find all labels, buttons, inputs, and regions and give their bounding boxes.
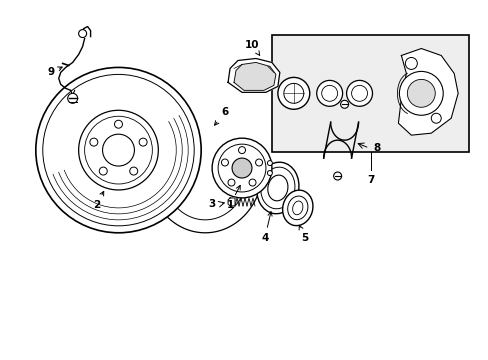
- Circle shape: [351, 85, 367, 101]
- Circle shape: [42, 75, 194, 226]
- Circle shape: [84, 116, 152, 184]
- Circle shape: [255, 159, 262, 166]
- Circle shape: [221, 159, 228, 166]
- Circle shape: [36, 67, 201, 233]
- Circle shape: [139, 138, 147, 146]
- Ellipse shape: [267, 175, 287, 201]
- Circle shape: [238, 147, 245, 154]
- Circle shape: [227, 179, 234, 186]
- Circle shape: [340, 100, 348, 108]
- Circle shape: [346, 80, 372, 106]
- Text: 6: 6: [214, 107, 228, 125]
- Text: 9: 9: [47, 67, 62, 77]
- Text: 7: 7: [366, 175, 373, 185]
- Circle shape: [129, 167, 138, 175]
- Circle shape: [430, 113, 440, 123]
- Circle shape: [267, 171, 272, 176]
- Text: 1: 1: [226, 185, 240, 210]
- Ellipse shape: [260, 167, 294, 209]
- Text: 2: 2: [93, 192, 103, 210]
- Circle shape: [218, 144, 265, 192]
- Polygon shape: [227, 198, 235, 206]
- Circle shape: [67, 93, 78, 103]
- Ellipse shape: [292, 201, 302, 215]
- Circle shape: [79, 30, 86, 37]
- Circle shape: [277, 77, 309, 109]
- Text: 3: 3: [208, 199, 215, 209]
- Circle shape: [114, 120, 122, 128]
- Ellipse shape: [256, 162, 298, 214]
- Text: 5: 5: [299, 225, 308, 243]
- Text: 10: 10: [244, 40, 259, 55]
- Circle shape: [405, 58, 416, 69]
- Polygon shape: [398, 49, 457, 135]
- Circle shape: [316, 80, 342, 106]
- Circle shape: [407, 80, 434, 107]
- Circle shape: [99, 167, 107, 175]
- Ellipse shape: [282, 190, 312, 226]
- Circle shape: [102, 134, 134, 166]
- Polygon shape: [234, 62, 275, 90]
- Circle shape: [399, 71, 442, 115]
- Bar: [271, 35, 468, 152]
- Circle shape: [321, 85, 337, 101]
- Text: 8: 8: [373, 143, 380, 153]
- Circle shape: [267, 161, 272, 166]
- Circle shape: [333, 172, 341, 180]
- Circle shape: [90, 138, 98, 146]
- Circle shape: [232, 158, 251, 178]
- Polygon shape: [227, 58, 279, 92]
- Circle shape: [79, 110, 158, 190]
- Circle shape: [283, 84, 303, 103]
- Ellipse shape: [287, 196, 307, 220]
- Text: 4: 4: [261, 212, 271, 243]
- Circle shape: [212, 138, 271, 198]
- Circle shape: [248, 179, 256, 186]
